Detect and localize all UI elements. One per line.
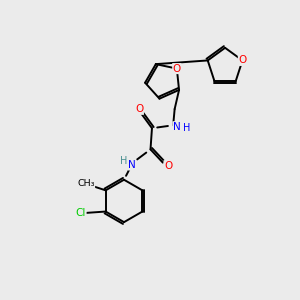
Text: H: H [120,156,127,166]
Text: Cl: Cl [76,208,86,218]
Text: N: N [128,160,136,170]
Text: O: O [164,160,172,171]
Text: O: O [238,56,247,65]
Text: O: O [135,104,143,114]
Text: H: H [183,123,190,133]
Text: CH₃: CH₃ [77,179,95,188]
Text: O: O [173,64,181,74]
Text: N: N [173,122,181,132]
